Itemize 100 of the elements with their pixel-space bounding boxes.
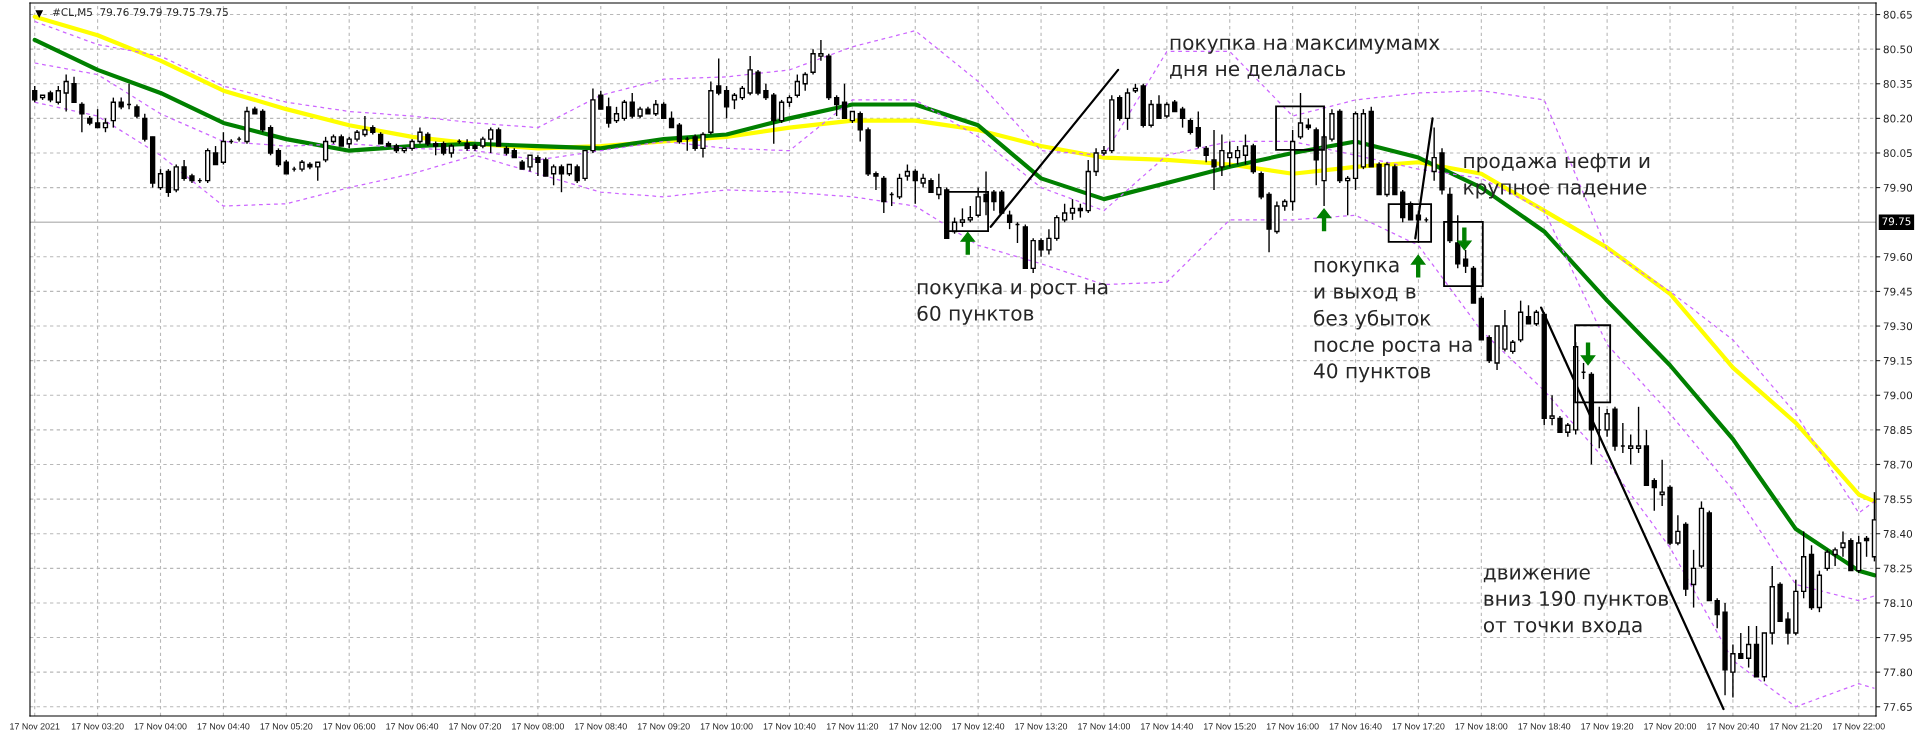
candlestick [605,96,612,129]
candlestick [1038,237,1044,258]
candlestick [488,126,494,154]
candlestick [896,173,903,200]
y-tick-label: 79.30 [1883,322,1913,331]
y-tick-label: 77.95 [1883,633,1912,642]
x-tick-label: 17 Nov 20:40 [1707,723,1759,730]
x-tick-label: 17 Nov 16:00 [1266,723,1319,730]
y-tick-label: 80.65 [1883,10,1912,19]
annotation: движение вниз 190 пунктов от точки входа [1483,568,1669,635]
x-tick-label: 17 Nov 03:20 [71,723,124,730]
candlestick [1730,643,1736,699]
candlestick [165,168,172,198]
y-tick-label: 78.70 [1883,460,1913,469]
x-tick-label: 17 Nov 06:40 [386,723,439,730]
y-tick-label: 77.80 [1883,668,1913,677]
candlestick [142,113,148,143]
candlestick [841,83,848,120]
chart-title: #CL,M5 79.76 79.79 79.75 79.75 [52,8,228,18]
candlestick [1824,549,1830,572]
candlestick [1046,228,1052,256]
candlestick [1604,408,1610,438]
candlestick [1061,203,1068,223]
candlestick [818,39,824,62]
candlestick [676,122,683,145]
candlestick [1195,110,1201,150]
y-tick-label: 79.45 [1883,287,1912,296]
candlestick [260,108,266,133]
candlestick [362,115,368,138]
x-tick-label: 17 Nov 12:00 [889,723,942,730]
candlestick [535,154,541,177]
x-tick-label: 17 Nov 15:20 [1203,723,1256,730]
candlestick [1690,549,1697,609]
x-tick-label: 17 Nov 08:40 [575,723,627,730]
annotation: покупка на максимумамх дня не делалась [1170,38,1440,79]
candlestick [1714,597,1720,630]
candlestick [1219,133,1225,177]
candlestick [94,108,101,129]
candlestick [1832,546,1838,567]
candlestick [716,57,722,96]
candlestick [1840,530,1846,558]
y-tick-label: 78.40 [1883,529,1913,538]
candlestick [1179,106,1186,129]
candlestick [1659,459,1665,507]
annotation: покупка и рост на 60 пунктов [917,282,1108,325]
candlestick [857,110,863,143]
candlestick [936,173,942,200]
candlestick [1227,140,1233,168]
candlestick [63,73,69,113]
x-tick-label: 17 Nov 07:20 [449,723,502,730]
x-tick-label: 17 Nov 05:20 [260,723,313,730]
candlestick [1462,249,1469,274]
x-tick-label: 17 Nov 18:40 [1518,723,1571,730]
x-tick-label: 17 Nov 13:20 [1015,723,1068,730]
candlestick [1054,214,1060,242]
candlestick [833,94,840,117]
candlestick [999,189,1005,214]
candlestick [1785,611,1791,646]
annotation: покупка и выход в без убыток после роста на 40 пунктов [1313,260,1472,383]
candlestick [495,126,502,147]
candlestick [157,168,164,191]
candlestick [1549,394,1555,426]
x-tick-label: 17 Nov 10:00 [700,723,753,730]
y-tick-label: 78.85 [1883,426,1912,434]
x-tick-label: 17 Nov 16:40 [1329,723,1382,730]
x-tick-label: 17 Nov 17:20 [1392,723,1445,730]
x-tick-label: 17 Nov 20:00 [1644,723,1697,730]
candlestick [322,136,329,163]
candlestick [1258,170,1264,200]
candlestick [1117,94,1123,122]
candlestick [1006,209,1013,230]
x-tick-label: 17 Nov 08:00 [512,723,564,730]
candlestick [873,170,879,191]
candlestick [543,156,549,177]
candlestick [315,161,321,182]
y-tick-label: 79.60 [1883,253,1913,261]
candlestick [1148,99,1154,129]
x-tick-label: 17 Nov 14:00 [1078,723,1131,730]
candlestick [755,69,761,96]
candlestick [79,101,85,133]
candlestick [558,163,565,193]
candlestick [110,96,116,129]
x-tick-label: 17 Nov 06:00 [323,723,376,730]
candlestick [991,189,997,212]
x-tick-label: 17 Nov 10:40 [763,723,816,730]
x-tick-label: 17 Nov 21:20 [1770,723,1822,730]
candlestick [55,85,61,106]
candlestick [802,71,808,92]
x-tick-label: 17 Nov 14:40 [1141,723,1193,730]
y-tick-label: 79.15 [1883,356,1912,365]
candlestick [275,147,282,168]
candlestick [959,207,966,228]
candlestick [1745,625,1752,669]
x-tick-label: 17 Nov 11:20 [826,723,879,730]
candlestick [794,73,800,99]
x-tick-label: 17 Nov 09:20 [637,723,690,730]
candlestick [1242,133,1249,166]
candlestick [1486,334,1492,364]
candlestick [1628,433,1634,466]
candlestick [912,168,918,205]
